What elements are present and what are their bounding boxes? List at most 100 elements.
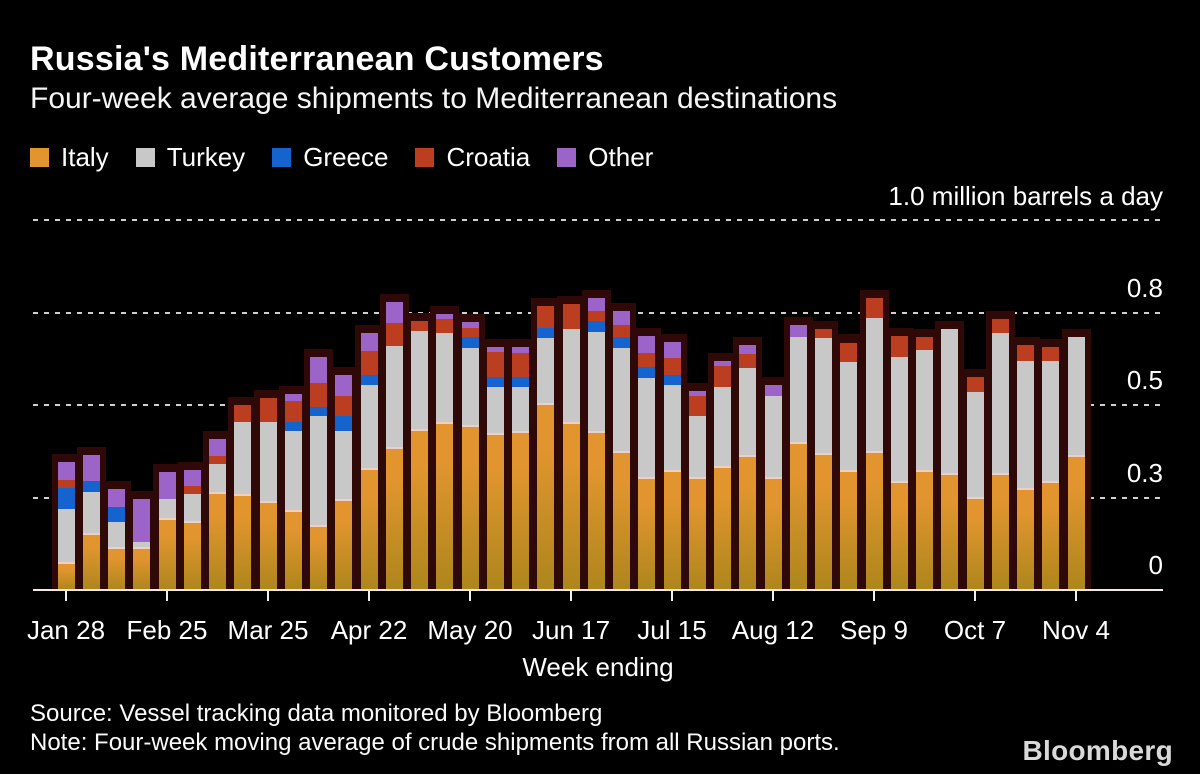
segment-turkey	[360, 384, 378, 470]
x-axis-tick	[267, 591, 269, 601]
legend-label: Italy	[61, 142, 109, 172]
segment-croatia	[815, 329, 832, 339]
x-axis-tick-label: Sep 9	[840, 615, 908, 645]
segment-other	[284, 393, 302, 402]
segment-croatia	[865, 297, 883, 319]
segment-italy	[688, 479, 706, 590]
segment-croatia	[335, 395, 353, 417]
segment-croatia	[688, 396, 706, 417]
segment-croatia	[310, 382, 327, 407]
segment-italy	[411, 430, 428, 590]
x-axis-tick-label: Jun 17	[531, 615, 611, 645]
y-axis-tick-label: 0.3	[1126, 457, 1163, 488]
segment-croatia	[714, 366, 731, 387]
segment-other	[335, 375, 353, 396]
bar-stack-mar-25	[259, 397, 277, 590]
bar-stack-jun-24	[587, 298, 605, 590]
segment-greece	[486, 376, 504, 387]
segment-turkey	[714, 386, 731, 468]
segment-greece	[461, 336, 479, 348]
segment-italy	[562, 423, 580, 590]
legend-swatch-icon	[30, 148, 49, 167]
segment-other	[209, 439, 226, 457]
segment-italy	[840, 471, 858, 590]
legend-swatch-icon	[557, 148, 577, 167]
segment-turkey	[183, 493, 201, 524]
segment-italy	[360, 469, 378, 590]
segment-italy	[537, 405, 555, 590]
segment-turkey	[966, 392, 984, 500]
segment-italy	[714, 467, 731, 590]
bar-stack-aug-12	[764, 384, 782, 590]
gridline	[33, 219, 1163, 221]
segment-croatia	[1017, 345, 1034, 361]
legend: Italy Turkey Greece Croatia Other	[30, 142, 653, 173]
segment-other	[486, 346, 504, 353]
bar-stack-apr-8	[310, 356, 327, 590]
segment-italy	[613, 453, 630, 590]
segment-italy	[890, 482, 908, 590]
x-axis-tick	[570, 591, 572, 601]
segment-turkey	[688, 416, 706, 479]
bar-stack-sep-23	[916, 336, 933, 590]
segment-other	[183, 469, 201, 486]
bar-stack-may-27	[486, 346, 504, 590]
bar-stack-apr-29	[385, 302, 403, 590]
legend-swatch-icon	[135, 148, 155, 167]
legend-item-croatia: Croatia	[415, 142, 530, 173]
segment-other	[688, 390, 706, 397]
segment-turkey	[789, 336, 807, 444]
chart-title: Russia's Mediterranean Customers	[30, 40, 604, 78]
segment-croatia	[360, 351, 378, 375]
bar-stack-feb-11	[108, 489, 125, 590]
legend-label: Greece	[303, 142, 389, 172]
segment-croatia	[840, 342, 858, 363]
segment-other	[133, 499, 151, 542]
bar-stack-jan-28	[57, 461, 75, 590]
bar-stack-jun-17	[562, 304, 580, 590]
segment-croatia	[991, 318, 1009, 333]
segment-other	[461, 321, 479, 329]
bar-stack-aug-5	[739, 344, 757, 590]
bar-stack-jul-15	[663, 341, 681, 590]
segment-turkey	[335, 430, 353, 502]
bar-stack-aug-26	[815, 329, 832, 590]
legend-label: Croatia	[446, 142, 531, 172]
y-axis-tick-label: 0.5	[1126, 365, 1163, 395]
segment-turkey	[1042, 360, 1060, 483]
segment-turkey	[234, 421, 252, 496]
bar-stack-apr-22	[360, 333, 378, 590]
segment-italy	[815, 454, 832, 590]
segment-other	[714, 360, 731, 367]
x-axis-tick	[873, 591, 875, 601]
x-axis-tick-label: Mar 25	[227, 615, 309, 645]
segment-greece	[82, 480, 100, 492]
x-axis-title: Week ending	[522, 652, 674, 682]
segment-greece	[360, 374, 378, 385]
segment-croatia	[512, 353, 529, 377]
bar-stack-jun-10	[537, 306, 555, 590]
segment-other	[587, 298, 605, 311]
x-axis-tick-label: Apr 22	[330, 615, 408, 645]
segment-italy	[310, 527, 327, 590]
segment-croatia	[259, 397, 277, 422]
segment-turkey	[411, 331, 428, 431]
segment-italy	[335, 501, 353, 590]
bar-stack-may-6	[411, 321, 428, 590]
bar-stack-oct-7	[966, 376, 984, 590]
segment-croatia	[562, 304, 580, 330]
x-axis-tick-label: Feb 25	[126, 615, 208, 645]
segment-croatia	[663, 357, 681, 375]
segment-other	[82, 454, 100, 481]
segment-croatia	[209, 456, 226, 465]
bar-stack-oct-14	[991, 318, 1009, 590]
segment-italy	[385, 449, 403, 590]
bar-stack-sep-30	[941, 329, 959, 590]
bar-stack-oct-28	[1042, 347, 1060, 590]
segment-croatia	[411, 321, 428, 332]
segment-croatia	[284, 401, 302, 422]
segment-other	[108, 489, 125, 507]
segment-other	[57, 461, 75, 481]
segment-italy	[486, 434, 504, 590]
